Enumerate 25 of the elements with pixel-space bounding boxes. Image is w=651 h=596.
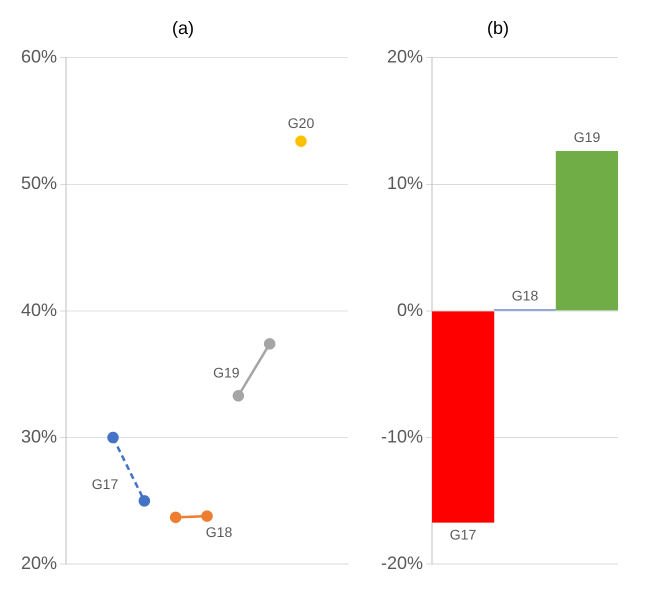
- point: [138, 495, 150, 507]
- y-tick-label: 30%: [20, 426, 58, 447]
- series-label: G18: [206, 524, 232, 540]
- bar: [556, 150, 618, 310]
- point: [107, 432, 119, 444]
- y-tick-label: 0%: [397, 300, 424, 320]
- y-tick-label: -20%: [380, 553, 424, 574]
- point: [232, 390, 244, 402]
- y-tick-label: 60%: [20, 46, 58, 67]
- chart-title: (a): [172, 18, 194, 38]
- series-label: G19: [213, 364, 240, 381]
- series-label: G17: [92, 476, 118, 492]
- point: [170, 512, 182, 524]
- point: [201, 510, 213, 522]
- chart-title: (b): [487, 18, 509, 38]
- y-tick-label: 20%: [386, 46, 424, 67]
- y-tick-label: -10%: [380, 426, 424, 447]
- y-tick-label: 40%: [20, 300, 58, 320]
- point: [295, 135, 307, 147]
- point: [264, 338, 276, 350]
- y-tick-label: 50%: [20, 173, 58, 194]
- y-tick-label: 20%: [20, 553, 58, 574]
- y-tick-label: 10%: [386, 173, 424, 194]
- series-label: G20: [288, 115, 314, 132]
- bar: [432, 311, 494, 523]
